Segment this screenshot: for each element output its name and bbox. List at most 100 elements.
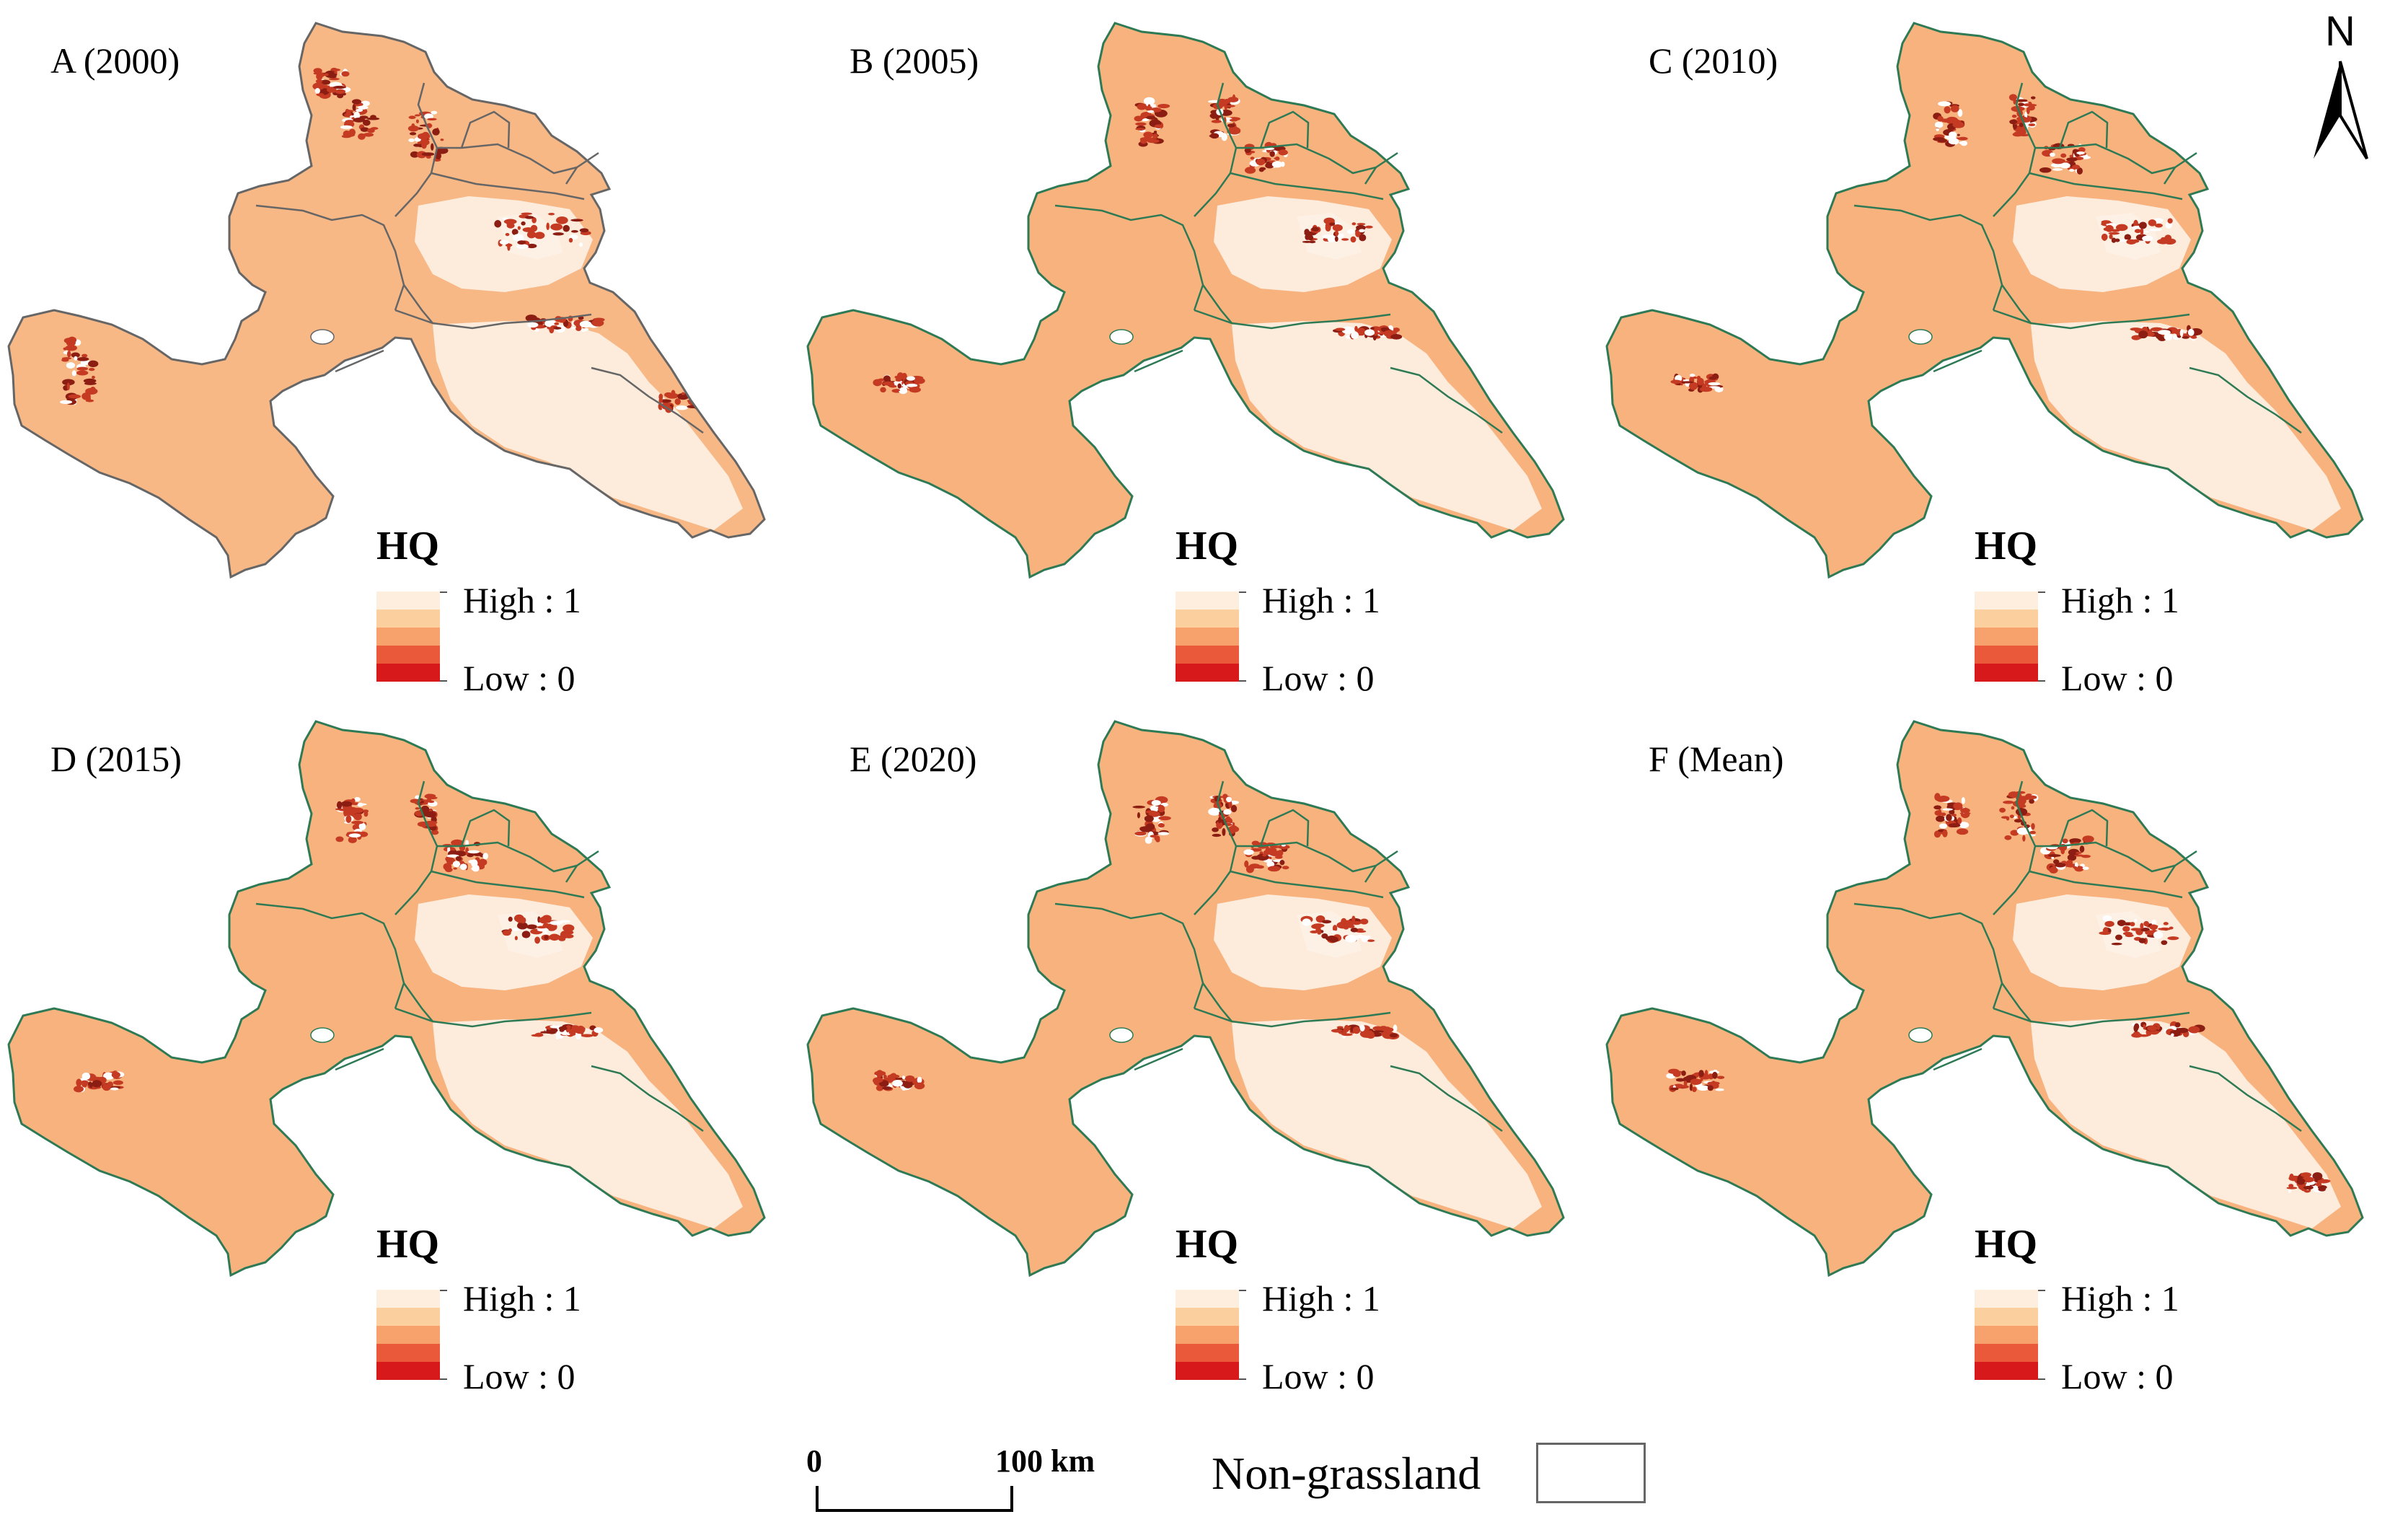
low-hq-patch bbox=[1208, 807, 1221, 816]
low-hq-patch bbox=[2031, 96, 2036, 100]
county-boundary bbox=[1853, 902, 2003, 1009]
low-hq-patch bbox=[1249, 865, 1253, 870]
low-hq-patch bbox=[352, 807, 364, 814]
low-hq-patch bbox=[1278, 149, 1288, 156]
low-hq-patch bbox=[526, 231, 537, 239]
county-boundary bbox=[1236, 143, 1377, 175]
legend-high-label: High : 1 bbox=[2061, 1278, 2179, 1319]
low-hq-patch bbox=[2130, 928, 2141, 931]
low-hq-patch bbox=[526, 924, 537, 930]
low-hq-patch bbox=[1704, 1070, 1708, 1077]
hq-legend: HQ High : 1 Low : 0 bbox=[375, 1221, 663, 1396]
low-hq-patch bbox=[1274, 157, 1280, 160]
low-hq-patch bbox=[539, 916, 549, 924]
low-hq-patch bbox=[1683, 1081, 1688, 1086]
low-hq-patch bbox=[446, 854, 459, 858]
county-boundary bbox=[402, 284, 433, 324]
low-hq-patch bbox=[2164, 238, 2177, 245]
low-hq-patch bbox=[1933, 805, 1942, 810]
low-hq-patch bbox=[508, 916, 513, 922]
low-hq-patch bbox=[570, 229, 578, 233]
low-hq-patch bbox=[431, 110, 438, 115]
low-hq-patch bbox=[408, 115, 416, 119]
low-hq-patch bbox=[2099, 931, 2111, 936]
low-hq-patch bbox=[1245, 167, 1256, 174]
county-boundary bbox=[1236, 841, 1377, 873]
low-hq-patch bbox=[2156, 1024, 2161, 1030]
low-hq-patch bbox=[2022, 835, 2026, 842]
low-hq-patch bbox=[420, 805, 430, 814]
low-hq-patch bbox=[424, 794, 435, 799]
low-hq-patch bbox=[410, 151, 419, 158]
hq-raster bbox=[1666, 791, 2341, 1228]
county-boundary bbox=[2001, 284, 2032, 324]
low-hq-patch bbox=[2164, 333, 2173, 341]
ramp-class bbox=[376, 664, 440, 682]
north-arrow: N bbox=[2301, 7, 2380, 166]
low-hq-patch bbox=[83, 378, 97, 384]
low-hq-patch bbox=[2029, 830, 2036, 835]
low-hq-patch bbox=[2154, 223, 2163, 228]
low-hq-patch bbox=[465, 847, 469, 855]
high-hq-zone bbox=[433, 1019, 743, 1228]
low-hq-patch bbox=[88, 360, 99, 368]
low-hq-patch bbox=[1351, 915, 1356, 923]
north-label: N bbox=[2325, 8, 2355, 55]
low-hq-patch bbox=[2016, 827, 2029, 835]
low-hq-patch bbox=[1940, 812, 1946, 817]
low-hq-patch bbox=[2101, 220, 2112, 224]
panel-title: E (2020) bbox=[850, 739, 977, 779]
low-hq-patch bbox=[517, 226, 521, 230]
low-hq-patch bbox=[527, 322, 539, 328]
low-hq-patch bbox=[1949, 809, 1955, 815]
low-hq-patch bbox=[1152, 133, 1158, 139]
low-hq-patch bbox=[579, 228, 589, 233]
low-hq-patch bbox=[2025, 795, 2037, 800]
low-hq-patch bbox=[1385, 1026, 1390, 1032]
low-hq-patch bbox=[2076, 851, 2082, 854]
low-hq-patch bbox=[1345, 935, 1358, 943]
low-hq-patch bbox=[702, 395, 712, 403]
county-boundary bbox=[335, 349, 384, 373]
low-hq-patch bbox=[352, 103, 356, 111]
low-hq-patch bbox=[2167, 936, 2179, 941]
low-hq-patch bbox=[328, 77, 340, 81]
low-hq-patch bbox=[1359, 234, 1367, 242]
ramp-class bbox=[1975, 1344, 2038, 1362]
legend-high-label: High : 1 bbox=[2061, 580, 2179, 620]
county-boundary bbox=[1853, 204, 2003, 311]
low-hq-patch bbox=[2109, 234, 2113, 239]
low-hq-patch bbox=[1256, 158, 1266, 166]
county-boundary bbox=[2035, 841, 2176, 873]
hq-raster bbox=[1670, 94, 2341, 530]
low-hq-patch bbox=[2102, 915, 2112, 922]
low-hq-patch bbox=[1670, 379, 1682, 384]
low-hq-patch bbox=[2072, 164, 2081, 170]
county-boundary bbox=[1201, 284, 1232, 324]
county-boundary bbox=[565, 850, 599, 883]
ramp-class bbox=[376, 1308, 440, 1326]
north-arrow-icon bbox=[2314, 61, 2368, 160]
low-hq-patch bbox=[71, 352, 80, 358]
color-ramp bbox=[1975, 1290, 2038, 1380]
low-hq-patch bbox=[2317, 1179, 2330, 1184]
county-boundary bbox=[1390, 366, 1503, 434]
low-hq-patch bbox=[1335, 327, 1346, 331]
low-hq-patch bbox=[516, 922, 528, 930]
low-hq-patch bbox=[2179, 329, 2184, 337]
low-hq-patch bbox=[550, 1025, 562, 1029]
low-hq-patch bbox=[445, 856, 452, 862]
low-hq-patch bbox=[1357, 327, 1366, 336]
non-grassland-legend: Non-grassland bbox=[1212, 1443, 1659, 1515]
low-hq-patch bbox=[521, 931, 531, 938]
high-hq-zone bbox=[1214, 196, 1392, 292]
low-hq-patch bbox=[1223, 105, 1235, 107]
low-hq-patch bbox=[1311, 226, 1320, 232]
low-hq-patch bbox=[1157, 804, 1165, 813]
low-hq-patch bbox=[61, 358, 69, 362]
low-hq-patch bbox=[882, 1086, 892, 1090]
low-hq-patch bbox=[888, 384, 897, 388]
low-hq-patch bbox=[2188, 1026, 2200, 1034]
low-hq-patch bbox=[1335, 230, 1338, 236]
low-hq-patch bbox=[1150, 806, 1159, 810]
